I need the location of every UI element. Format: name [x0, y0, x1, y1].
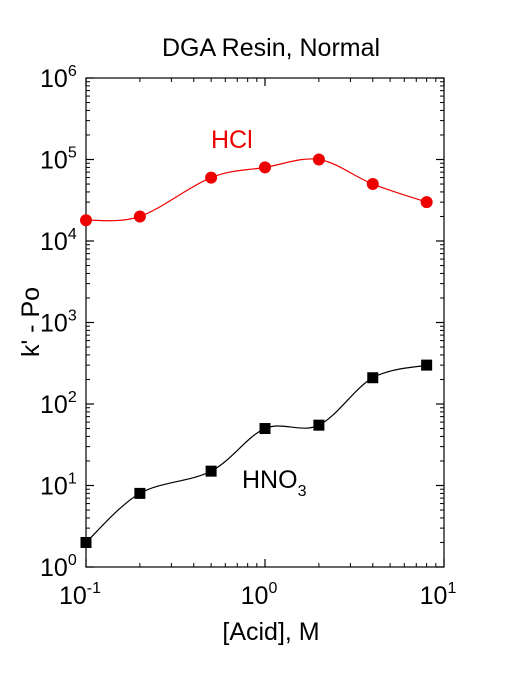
data-point-hno3 [259, 423, 271, 435]
x-tick-label: 10-1 [59, 580, 101, 610]
data-point-hno3 [367, 372, 379, 384]
data-point-hcl [312, 153, 325, 166]
data-point-hcl [133, 210, 146, 223]
y-axis-label: k' - Po [17, 287, 45, 357]
data-point-hno3 [421, 359, 433, 371]
data-point-hcl [259, 161, 271, 174]
data-point-hcl [80, 214, 92, 227]
data-point-hcl [420, 196, 433, 209]
series-label-hno3: HNO3 [242, 466, 307, 500]
y-tick-label: 106 [40, 63, 77, 93]
x-tick-label: 101 [420, 580, 457, 610]
axis-ticks [85, 77, 445, 568]
y-tick-label: 101 [40, 471, 77, 501]
y-tick-label: 102 [40, 389, 77, 419]
y-tick-label: 103 [40, 308, 77, 338]
data-point-hcl [205, 171, 218, 184]
data-point-hno3 [134, 487, 146, 499]
data-point-hno3 [313, 419, 325, 431]
y-tick-label: 100 [40, 552, 77, 582]
data-point-hcl [366, 178, 379, 191]
fit-curve-hno3 [85, 364, 427, 543]
data-markers [80, 153, 433, 548]
y-tick-label: 104 [40, 226, 77, 256]
data-point-hno3 [205, 465, 217, 477]
series-label-hcl: HCl [211, 126, 253, 154]
y-tick-label: 105 [40, 145, 77, 175]
series-labels: HCl HNO3 [211, 126, 307, 500]
chart-title: DGA Resin, Normal [162, 34, 380, 62]
x-axis-label: [Acid], M [222, 618, 319, 646]
data-point-hno3 [80, 536, 92, 548]
x-tick-label: 100 [241, 580, 278, 610]
